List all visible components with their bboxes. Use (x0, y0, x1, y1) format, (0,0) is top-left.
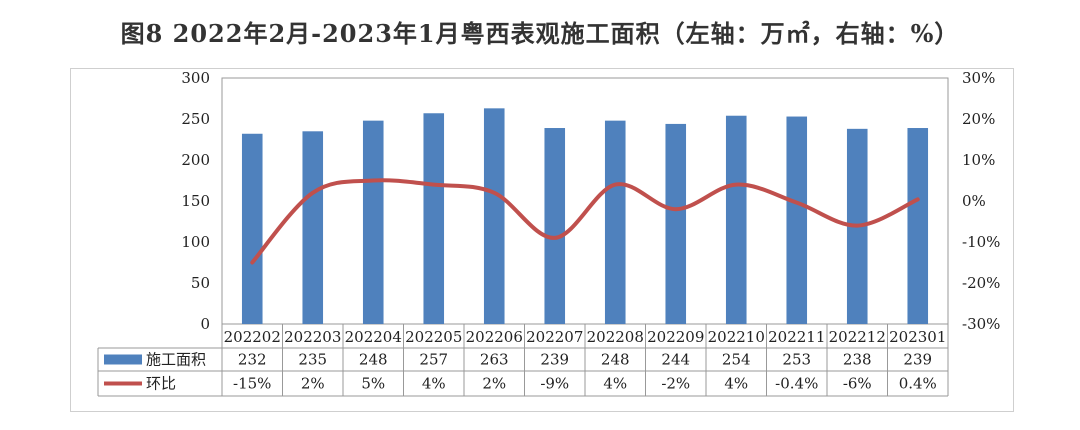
data-label-bar: 238 (843, 351, 872, 369)
right-axis-tick-label: -10% (962, 233, 1000, 251)
right-axis-tick-label: -20% (962, 274, 1000, 292)
right-axis-tick-label: 10% (962, 151, 995, 169)
left-axis-tick-label: 100 (181, 233, 210, 251)
category-label: 202209 (647, 328, 704, 346)
data-label-line: 0.4% (899, 375, 937, 393)
data-label-line: -2% (661, 375, 690, 393)
bar (483, 108, 505, 324)
data-label-bar: 248 (601, 351, 630, 369)
data-label-bar: 263 (480, 351, 509, 369)
bar (907, 128, 929, 324)
category-label: 202210 (708, 328, 765, 346)
data-label-line: 5% (361, 375, 385, 393)
chart-title: 图8 2022年2月-2023年1月粤西表观施工面积（左轴：万㎡，右轴：%） (120, 19, 960, 48)
left-axis-tick-label: 300 (181, 69, 210, 87)
data-label-line: 2% (301, 375, 325, 393)
bar (786, 116, 808, 324)
legend-label-line: 环比 (146, 375, 176, 393)
category-label: 202211 (768, 328, 825, 346)
data-label-line: -0.4% (775, 375, 818, 393)
category-label: 202208 (587, 328, 644, 346)
data-label-line: 4% (422, 375, 446, 393)
bar (362, 120, 384, 324)
bar (423, 113, 445, 324)
legend-label-bar: 施工面积 (146, 351, 206, 369)
right-axis-tick-label: 30% (962, 69, 995, 87)
right-axis-tick-label: -30% (962, 315, 1000, 333)
left-axis-tick-label: 0 (200, 315, 210, 333)
data-label-bar: 254 (722, 351, 751, 369)
legend-swatch-bar (104, 354, 142, 365)
left-axis-tick-label: 50 (191, 274, 210, 292)
right-axis-tick-label: 0% (962, 192, 986, 210)
category-label: 202205 (405, 328, 462, 346)
plot-area (221, 77, 949, 325)
category-label: 202202 (224, 328, 281, 346)
data-label-line: -9% (540, 375, 569, 393)
data-label-line: -6% (843, 375, 872, 393)
bar (665, 123, 687, 324)
data-label-bar: 253 (782, 351, 811, 369)
data-label-bar: 244 (661, 351, 690, 369)
data-label-bar: 239 (903, 351, 932, 369)
data-label-line: -15% (233, 375, 271, 393)
bar (544, 128, 566, 324)
data-label-bar: 232 (238, 351, 267, 369)
right-axis-tick-label: 20% (962, 110, 995, 128)
bar (604, 120, 626, 324)
category-label: 202301 (889, 328, 946, 346)
left-axis-tick-label: 200 (181, 151, 210, 169)
data-label-line: 4% (724, 375, 748, 393)
category-label: 202207 (526, 328, 583, 346)
data-label-line: 2% (482, 375, 506, 393)
category-label: 202204 (345, 328, 402, 346)
left-axis-tick-label: 150 (181, 192, 210, 210)
data-label-line: 4% (603, 375, 627, 393)
data-label-bar: 235 (298, 351, 327, 369)
bar (241, 133, 263, 324)
category-label: 202212 (829, 328, 886, 346)
series-line-huanbi (250, 178, 920, 265)
left-axis-tick-label: 250 (181, 110, 210, 128)
data-label-bar: 248 (359, 351, 388, 369)
bar (302, 131, 324, 324)
category-label: 202203 (284, 328, 341, 346)
bar (725, 115, 747, 324)
data-label-bar: 239 (540, 351, 569, 369)
data-label-bar: 257 (419, 351, 448, 369)
category-label: 202206 (466, 328, 523, 346)
